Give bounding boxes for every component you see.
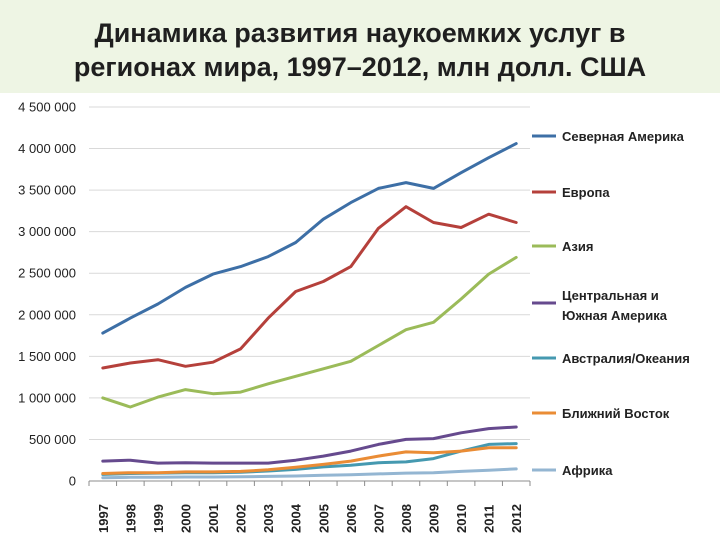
x-tick-label: 2010 [454, 504, 469, 533]
x-tick-label: 2000 [178, 504, 193, 533]
x-tick-label: 1999 [151, 504, 166, 533]
y-tick-label: 1 000 000 [18, 390, 76, 405]
y-tick-label: 3 000 000 [18, 224, 76, 239]
y-tick-label: 4 500 000 [18, 100, 76, 115]
chart-title: Динамика развития наукоемких услуг в рег… [20, 16, 700, 84]
x-tick-label: 2004 [289, 503, 304, 533]
legend-label: Европа [562, 185, 610, 200]
legend-label-cont: Южная Америка [562, 308, 668, 323]
y-tick-label: 3 500 000 [18, 183, 76, 198]
series-line-7 [101, 467, 518, 480]
series-line-3 [101, 255, 518, 409]
legend-label: Ближний Восток [562, 406, 670, 421]
x-tick-label: 2005 [316, 504, 331, 533]
x-tick-label: 2011 [482, 505, 497, 533]
y-tick-label: 1 500 000 [18, 349, 76, 364]
chart-title-line-2: регионах мира, 1997–2012, млн долл. США [73, 52, 647, 82]
y-tick-label: 2 000 000 [18, 307, 76, 322]
series-line-6 [101, 446, 518, 475]
y-tick-label: 500 000 [29, 432, 76, 447]
y-tick-label: 4 000 000 [18, 141, 76, 156]
x-tick-label: 2002 [234, 504, 249, 533]
series-line-2 [101, 205, 518, 370]
x-tick-label: 2003 [261, 504, 276, 533]
title-banner: Динамика развития наукоемких услуг в рег… [0, 0, 720, 93]
x-tick-label: 2008 [399, 504, 414, 533]
legend-label: Африка [562, 463, 613, 478]
y-tick-label: 0 [69, 474, 76, 489]
x-tick-label: 2007 [371, 504, 386, 533]
x-tick-label: 1997 [96, 504, 111, 533]
y-tick-label: 2 500 000 [18, 266, 76, 281]
x-tick-label: 2012 [509, 504, 524, 533]
legend-label: Северная Америка [562, 129, 685, 144]
legend-label: Азия [562, 239, 593, 254]
x-tick-label: 1998 [123, 504, 138, 533]
series-line-1 [101, 142, 518, 335]
x-tick-label: 2001 [206, 504, 221, 533]
x-tick-label: 2006 [344, 504, 359, 533]
legend-label: Австралия/Океания [562, 351, 690, 366]
series-line-4 [101, 425, 518, 465]
legend-label: Центральная и [562, 288, 659, 303]
chart-title-line-1: Динамика развития наукоемких услуг в [94, 18, 626, 48]
x-tick-label: 2009 [427, 504, 442, 533]
